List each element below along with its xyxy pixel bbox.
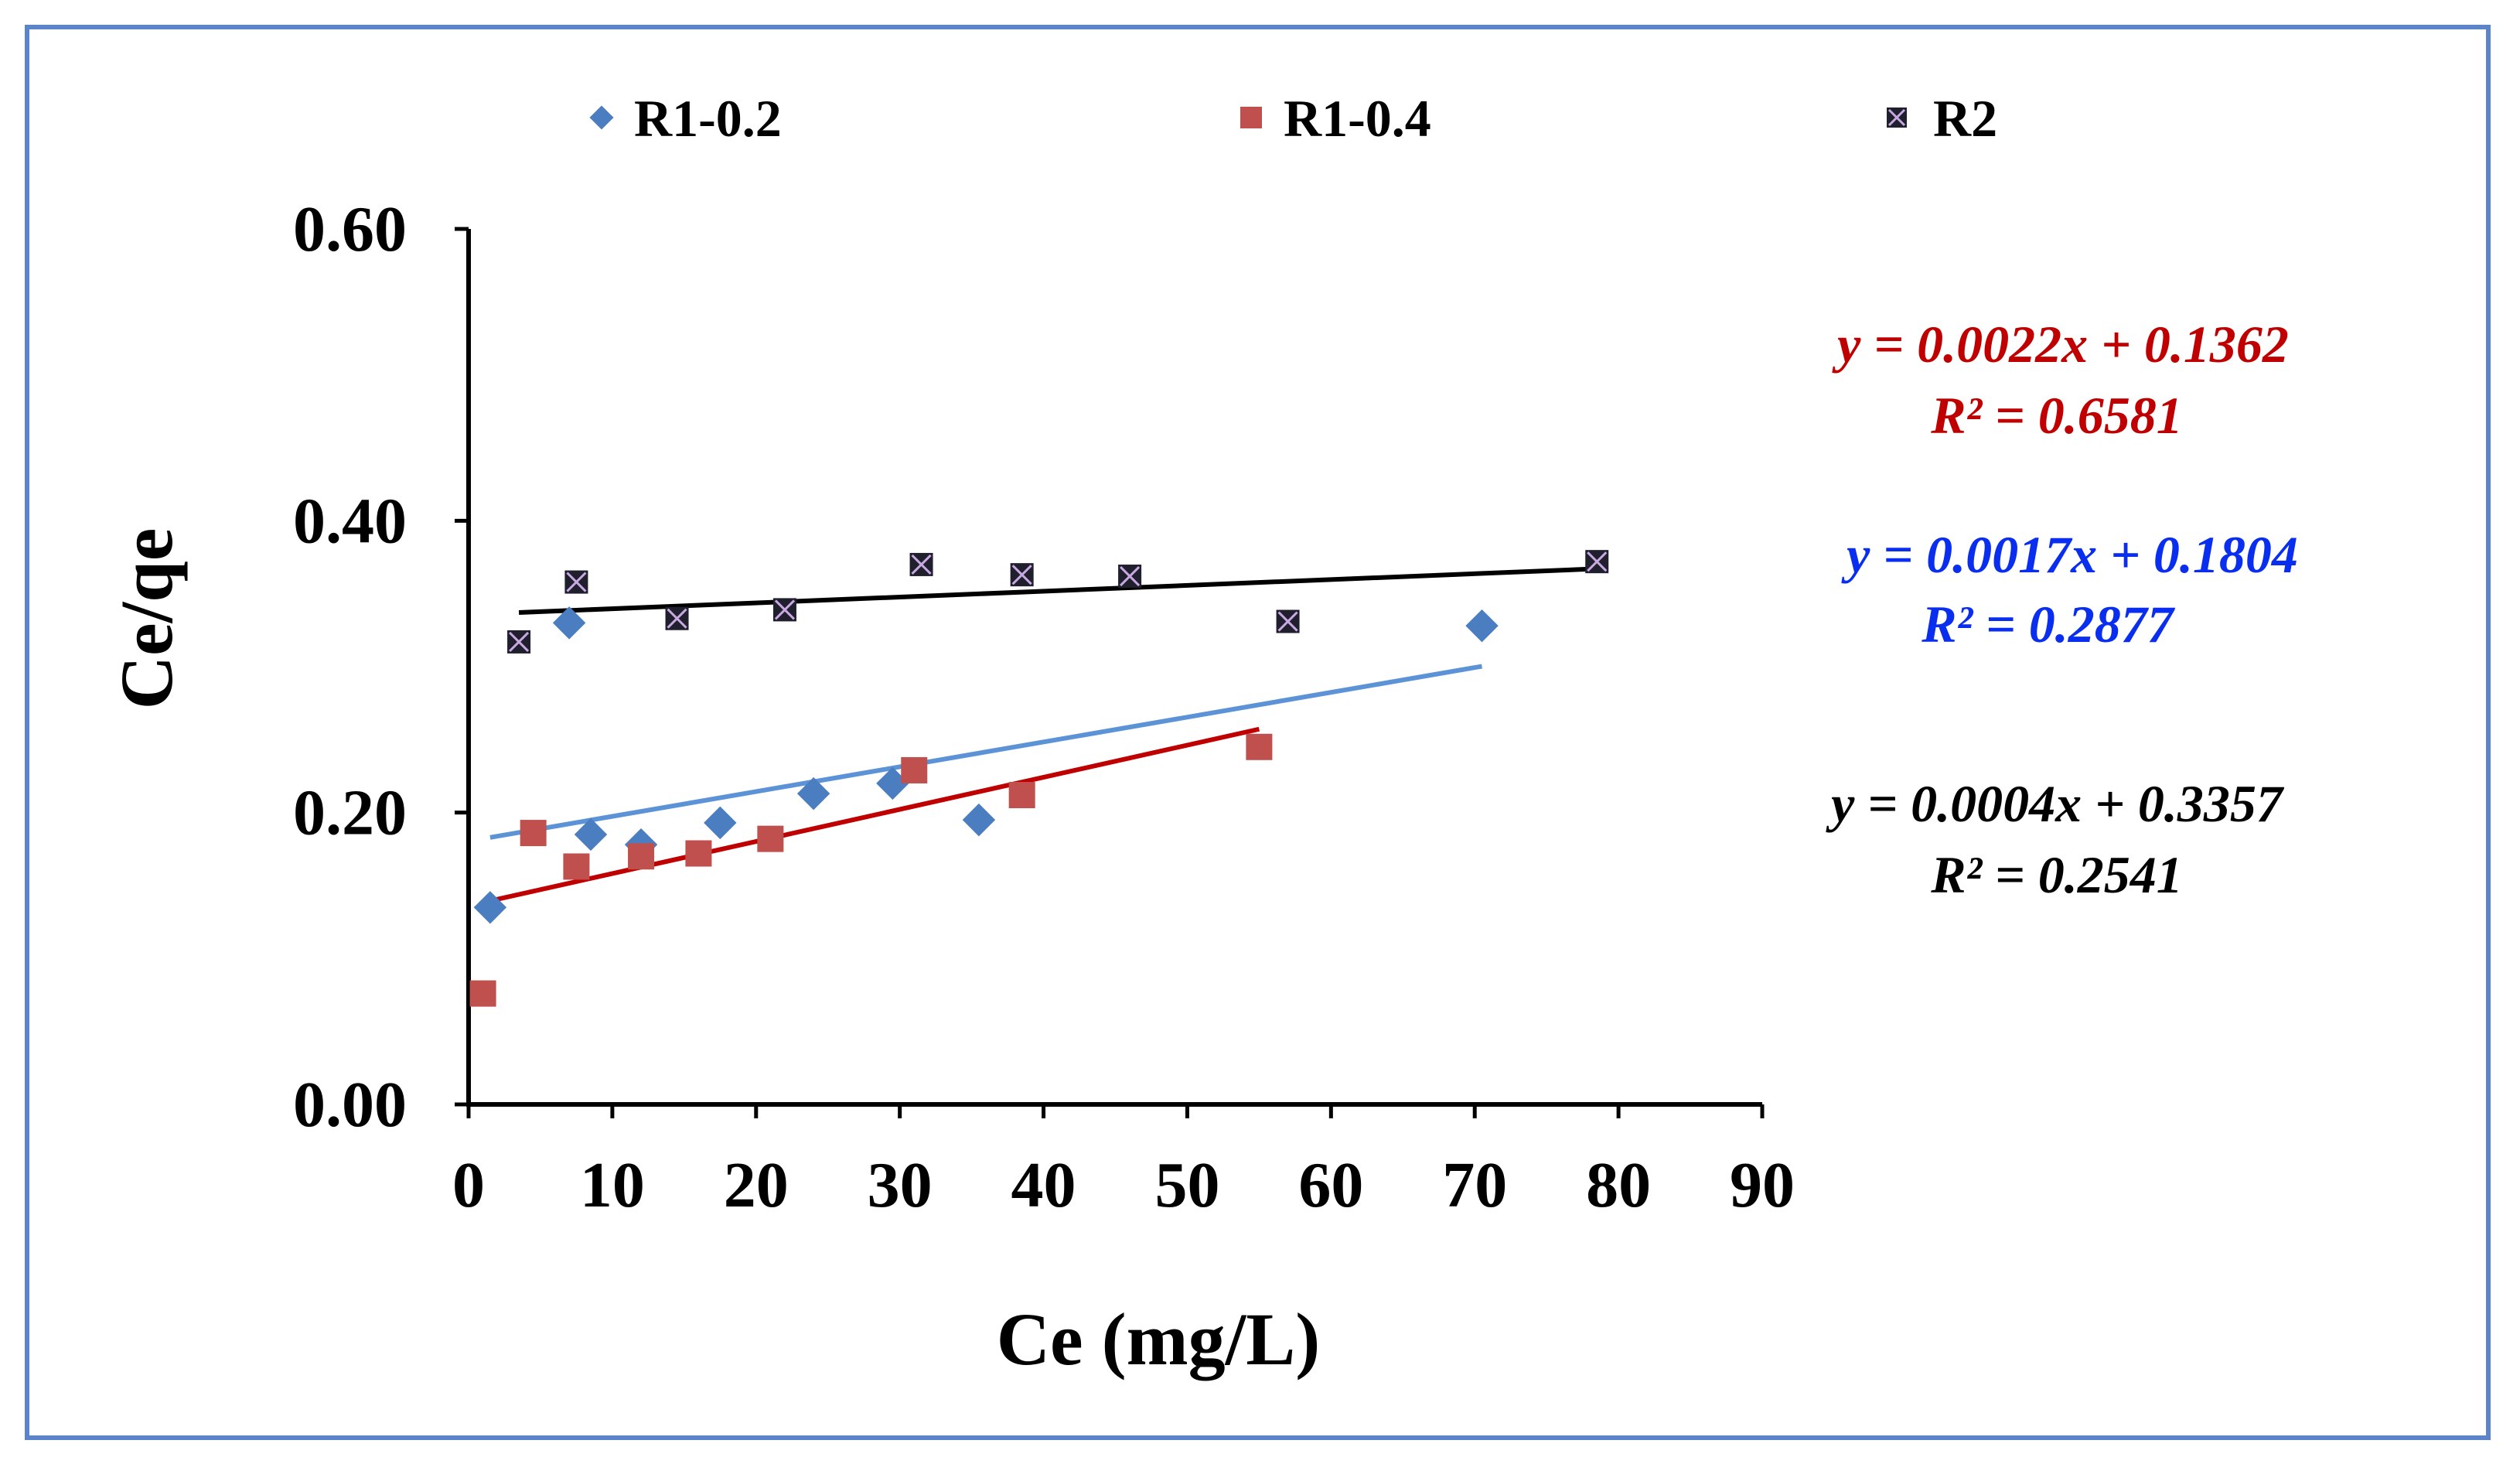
- equation-r2: y = 0.0004x + 0.3357: [1826, 774, 2285, 833]
- trendline-r1-0-2: [489, 664, 1483, 840]
- legend-marker-r1-04: [1240, 107, 1262, 128]
- x-tick-label: 40: [1011, 1149, 1076, 1221]
- r2-r1-04: R² = 0.6581: [1930, 386, 2183, 445]
- legend-marker-r1-02: [589, 105, 614, 130]
- point-r1-0-4: [685, 840, 712, 867]
- point-r2: [665, 606, 689, 630]
- r2-r2: R² = 0.2541: [1930, 845, 2183, 904]
- legend-item-r2: R2: [1887, 89, 1997, 148]
- point-r1-0-4: [1008, 782, 1035, 809]
- equations: y = 0.0022x + 0.1362 R² = 0.6581 y = 0.0…: [1826, 315, 2298, 904]
- point-r2: [1276, 609, 1300, 633]
- point-r1-0-4: [563, 853, 590, 880]
- x-tick-label: 0: [452, 1149, 485, 1221]
- legend: R1-0.2 R1-0.4 R2: [589, 89, 1997, 148]
- x-tick-label: 20: [724, 1149, 789, 1221]
- point-r2: [1585, 550, 1609, 574]
- equation-r1-04: y = 0.0022x + 0.1362: [1832, 315, 2289, 374]
- point-r2: [507, 630, 531, 654]
- x-tick-label: 80: [1586, 1149, 1651, 1221]
- point-r2: [772, 598, 796, 622]
- ticks: [455, 227, 1765, 1118]
- y-axis-title: Ce/qe: [105, 528, 188, 710]
- point-r1-0-2: [796, 776, 830, 811]
- point-r1-0-4: [901, 756, 928, 783]
- point-r1-0-2: [962, 803, 996, 837]
- chart-frame: [25, 25, 2491, 1440]
- point-r2: [1010, 563, 1034, 587]
- point-r2: [564, 570, 588, 594]
- trendline-r2: [518, 566, 1598, 616]
- legend-item-r1-04: R1-0.4: [1240, 89, 1431, 148]
- point-r1-0-4: [469, 980, 496, 1007]
- point-r1-0-4: [1246, 733, 1273, 760]
- axes: [466, 229, 1762, 1107]
- x-tick-label: 30: [868, 1149, 933, 1221]
- y-tick-label: 0.40: [293, 485, 407, 557]
- legend-label-r2: R2: [1933, 89, 1997, 148]
- trendlines: [482, 566, 1598, 905]
- point-r1-0-4: [628, 843, 655, 870]
- y-tick-label: 0.20: [293, 777, 407, 849]
- point-r1-0-2: [876, 766, 909, 800]
- x-tick-label: 90: [1730, 1149, 1795, 1221]
- point-r1-0-2: [704, 806, 737, 840]
- point-r2: [909, 552, 933, 576]
- point-r1-0-2: [574, 817, 608, 852]
- x-tick-label: 60: [1298, 1149, 1363, 1221]
- legend-marker-r2-cross: [1887, 108, 1906, 127]
- point-r1-0-2: [473, 891, 507, 924]
- point-r1-0-4: [520, 820, 547, 847]
- x-axis-title: Ce (mg/L): [997, 1298, 1321, 1381]
- equation-r1-02: y = 0.0017x + 0.1804: [1841, 525, 2298, 584]
- legend-item-r1-02: R1-0.2: [589, 89, 782, 148]
- x-tick-label: 10: [580, 1149, 645, 1221]
- point-r2: [1118, 565, 1142, 589]
- trendline-r1-0-4: [482, 726, 1260, 905]
- point-r1-0-4: [757, 825, 784, 852]
- legend-label-r1-04: R1-0.4: [1284, 89, 1431, 148]
- x-tick-label: 70: [1442, 1149, 1507, 1221]
- point-r1-0-2: [1465, 609, 1499, 643]
- x-tick-label: 50: [1154, 1149, 1219, 1221]
- y-tick-label: 0.60: [293, 193, 407, 265]
- tick-labels: 0 10 20 30 40 50 60 70 80 90 0.00 0.20 0.40 0.60: [293, 193, 1795, 1221]
- legend-label-r1-02: R1-0.2: [634, 89, 782, 148]
- y-tick-label: 0.00: [293, 1069, 407, 1141]
- r2-r1-02: R² = 0.2877: [1921, 595, 2175, 654]
